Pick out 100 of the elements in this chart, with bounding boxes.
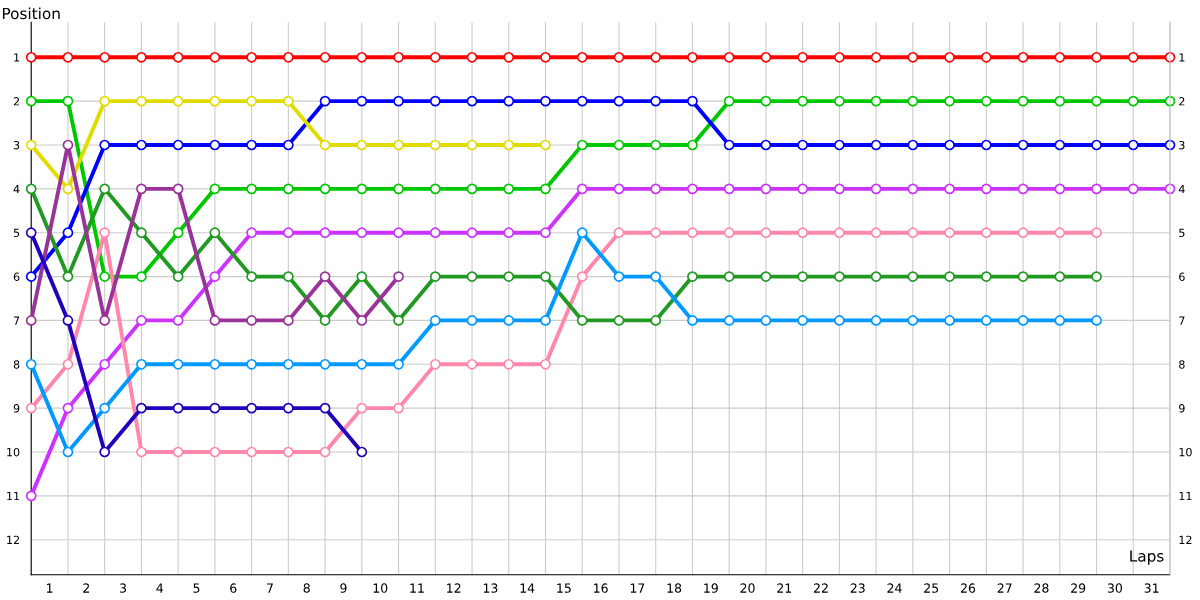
y-tick-label: 6 [13, 272, 20, 281]
x-tick-label: 13 [483, 583, 498, 593]
point [1091, 51, 1102, 63]
point [99, 95, 111, 107]
point [209, 271, 221, 282]
point [25, 358, 37, 370]
y-tick-label: 5 [13, 228, 20, 238]
point [466, 95, 478, 107]
point [136, 315, 147, 326]
point [246, 51, 257, 63]
point [540, 271, 551, 282]
point [870, 139, 882, 151]
point [1054, 271, 1066, 282]
point [760, 95, 772, 107]
point [613, 95, 625, 107]
point [1054, 139, 1066, 151]
point [1091, 227, 1102, 239]
point [356, 315, 368, 326]
point [870, 51, 882, 63]
point [650, 315, 662, 326]
point [687, 271, 698, 282]
point [356, 51, 368, 63]
point [576, 271, 588, 282]
point [136, 51, 147, 63]
point [723, 271, 735, 282]
x-tick-label: 31 [1144, 583, 1159, 593]
y-tick-label: 11 [7, 491, 20, 501]
x-tick-label: 26 [960, 583, 976, 593]
point [907, 51, 919, 63]
point [172, 315, 184, 326]
point [62, 227, 74, 239]
x-tick-label: 21 [777, 583, 792, 593]
y2-tick-label: 8 [1179, 360, 1185, 369]
point [62, 446, 74, 458]
point [246, 95, 257, 107]
x-tick-label: 14 [520, 583, 535, 593]
point [209, 51, 221, 63]
point [650, 271, 662, 282]
x-tick-label: 23 [850, 583, 865, 593]
point [797, 271, 808, 282]
point [246, 183, 257, 195]
point [1091, 95, 1102, 107]
y-tick-label: 4 [13, 184, 20, 194]
point [907, 139, 919, 151]
point [282, 95, 294, 107]
x-tick-label: 30 [1107, 583, 1123, 593]
y-tick-label: 1 [14, 53, 20, 62]
point [393, 95, 404, 107]
point [797, 315, 808, 326]
point [834, 139, 845, 151]
x-tick-label: 29 [1071, 583, 1086, 593]
x-tick-label: 8 [303, 583, 310, 593]
point [576, 315, 588, 326]
point [282, 139, 294, 151]
point [1054, 315, 1066, 326]
point [393, 227, 404, 239]
point [319, 315, 331, 326]
x-tick-label: 1 [46, 583, 53, 593]
point [870, 95, 882, 107]
y2-tick-label: 10 [1179, 447, 1192, 457]
point [62, 95, 74, 107]
point [319, 402, 331, 414]
point [172, 139, 184, 151]
point [319, 139, 331, 151]
x-tick-label: 18 [667, 583, 682, 593]
point [1091, 139, 1102, 151]
x-tick-label: 19 [704, 583, 718, 593]
point [356, 402, 368, 414]
point [760, 227, 772, 239]
y2-tick-label: 7 [1179, 316, 1185, 325]
point [1017, 139, 1029, 151]
y2-tick-label: 9 [1179, 404, 1185, 413]
point [907, 227, 919, 239]
point [429, 227, 441, 239]
point [136, 139, 147, 151]
point [282, 183, 294, 195]
point [650, 227, 662, 239]
point [393, 183, 404, 195]
point [25, 139, 37, 151]
point [503, 315, 515, 326]
point [99, 51, 111, 63]
point [246, 271, 257, 282]
y2-tick-label: 11 [1179, 491, 1192, 501]
point [466, 227, 478, 239]
point [613, 227, 625, 239]
point [99, 402, 111, 414]
point [944, 95, 955, 107]
y2-tick-label: 2 [1179, 97, 1185, 106]
point [172, 358, 184, 370]
point [687, 139, 698, 151]
point [503, 271, 515, 282]
point [282, 315, 294, 326]
point [466, 271, 478, 282]
x-tick-label: 17 [630, 583, 645, 593]
point [466, 183, 478, 195]
point [282, 446, 294, 458]
point [99, 227, 111, 239]
x-tick-label: 9 [340, 583, 347, 593]
point [613, 315, 625, 326]
point [393, 139, 404, 151]
